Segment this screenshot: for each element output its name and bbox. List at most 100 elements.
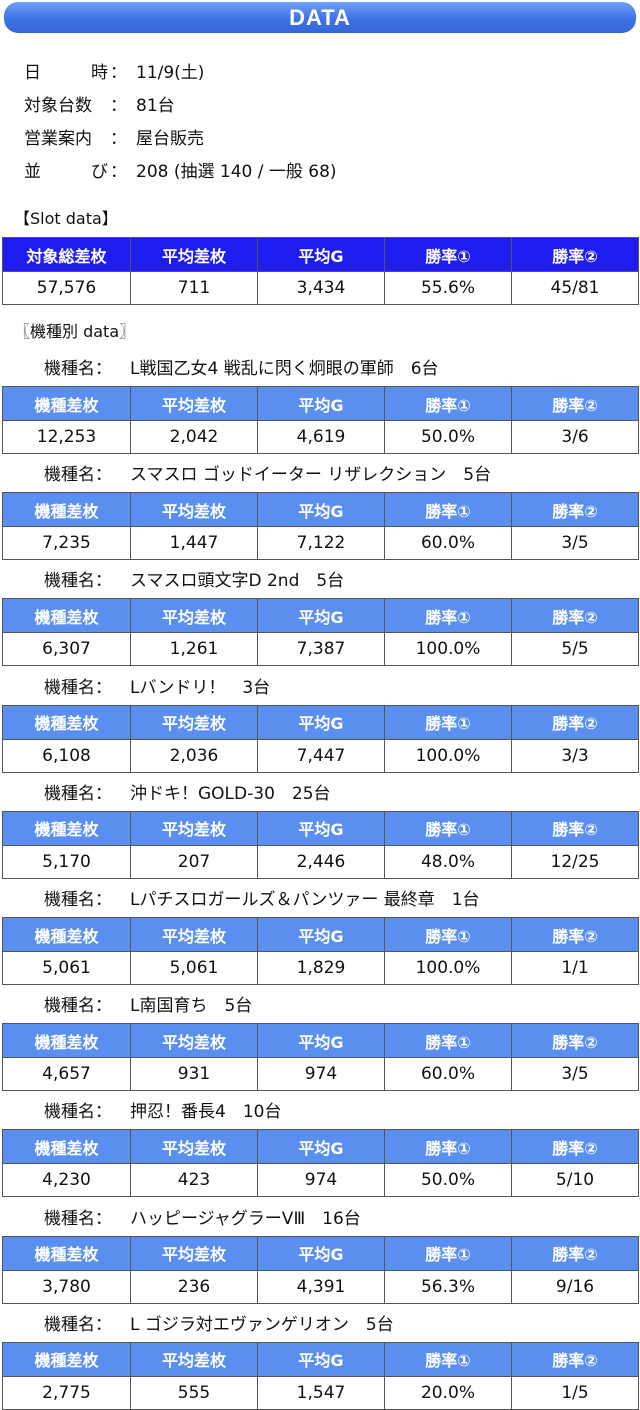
column-header: 平均G bbox=[257, 492, 385, 528]
table-cell: 48.0% bbox=[384, 844, 512, 879]
table-cell: 1/1 bbox=[511, 951, 639, 985]
column-header: 平均差枚 bbox=[130, 1235, 258, 1271]
column-header: 勝率② bbox=[511, 598, 639, 634]
column-header: 平均G bbox=[257, 237, 385, 272]
model-name-value: L南国育ち 5台 bbox=[130, 996, 253, 1017]
column-header: 平均G bbox=[257, 1341, 385, 1377]
table-row: 6,307 1,261 7,387 100.0% 5/5 bbox=[2, 632, 639, 667]
table-cell: 100.0% bbox=[384, 951, 512, 985]
model-name-label: 機種名： bbox=[44, 1208, 112, 1229]
table-row: 5,170 207 2,446 48.0% 12/25 bbox=[2, 844, 639, 879]
column-header: 平均差枚 bbox=[130, 704, 258, 740]
model-name-label: 機種名： bbox=[44, 359, 112, 379]
model-name-value: スマスロ ゴッドイーター リザレクション 5台 bbox=[130, 465, 492, 486]
column-header: 平均G bbox=[257, 1023, 385, 1059]
table-row: 57,576 711 3,434 55.6% 45/81 bbox=[2, 271, 639, 305]
model-name: 機種名： Lバンドリ！ 3台 bbox=[44, 673, 270, 698]
info-value: 208 (抽選 140 / 一般 68) bbox=[136, 162, 337, 182]
table-cell: 4,619 bbox=[257, 420, 385, 454]
table-cell: 1,447 bbox=[130, 526, 258, 561]
column-header: 機種差枚 bbox=[2, 917, 131, 952]
info-label-part: 並 bbox=[24, 162, 41, 182]
column-header: 平均差枚 bbox=[130, 1023, 258, 1059]
column-header: 機種差枚 bbox=[2, 810, 131, 846]
model-name-value: 沖ドキ！GOLD-30 25台 bbox=[130, 783, 331, 804]
info-label: 営業案内 bbox=[24, 124, 108, 149]
info-colon: ： bbox=[110, 63, 127, 83]
table-cell: 423 bbox=[130, 1163, 258, 1198]
table-cell: 236 bbox=[130, 1269, 258, 1304]
model-name-value: Lパチスロガールズ＆パンツァー 最終章 1台 bbox=[130, 890, 480, 910]
table-cell: 5,061 bbox=[2, 951, 131, 985]
column-header: 平均差枚 bbox=[130, 1341, 258, 1377]
table-row: 12,253 2,042 4,619 50.0% 3/6 bbox=[2, 420, 639, 454]
model-name-label: 機種名： bbox=[44, 571, 112, 592]
table-header-row: 機種差枚 平均差枚 平均G 勝率① 勝率② bbox=[2, 492, 639, 528]
table-cell: 2,036 bbox=[130, 738, 258, 773]
column-header: 勝率① bbox=[384, 492, 512, 528]
table-cell: 207 bbox=[130, 844, 258, 879]
table-cell: 60.0% bbox=[384, 526, 512, 561]
table-header-row: 対象総差枚 平均差枚 平均G 勝率① 勝率② bbox=[2, 237, 639, 272]
table-header-row: 機種差枚 平均差枚 平均G 勝率① 勝率② bbox=[2, 386, 639, 421]
model-name: 機種名： L南国育ち 5台 bbox=[44, 991, 252, 1016]
model-data-table: 機種差枚 平均差枚 平均G 勝率① 勝率② 7,235 1,447 7,122 60.0% 3/5 bbox=[2, 492, 639, 561]
table-cell: 55.6% bbox=[384, 271, 512, 305]
column-header: 勝率① bbox=[384, 810, 512, 846]
slot-data-title: 【Slot data】 bbox=[14, 209, 118, 228]
column-header: 平均差枚 bbox=[130, 917, 258, 952]
column-header: 平均G bbox=[257, 598, 385, 634]
model-data-table: 機種差枚 平均差枚 平均G 勝率① 勝率② 6,307 1,261 7,387 100.0% 5/… bbox=[2, 598, 639, 667]
table-cell: 4,391 bbox=[257, 1269, 385, 1304]
column-header: 勝率② bbox=[511, 704, 639, 740]
column-header: 勝率① bbox=[384, 1341, 512, 1377]
table-cell: 50.0% bbox=[384, 420, 512, 454]
table-cell: 555 bbox=[130, 1375, 258, 1410]
table-cell: 6,108 bbox=[2, 738, 131, 773]
table-cell: 3,434 bbox=[257, 271, 385, 305]
table-cell: 7,387 bbox=[257, 632, 385, 667]
table-cell: 56.3% bbox=[384, 1269, 512, 1304]
table-cell: 974 bbox=[257, 1057, 385, 1092]
info-colon: ： bbox=[110, 96, 127, 116]
column-header: 勝率① bbox=[384, 386, 512, 421]
model-data-table: 機種差枚 平均差枚 平均G 勝率① 勝率② 4,230 423 974 50.0% 5/10 bbox=[2, 1129, 639, 1198]
column-header: 勝率② bbox=[511, 917, 639, 952]
model-name-value: L ゴジラ対エヴァンゲリオン 5台 bbox=[130, 1314, 394, 1335]
table-header-row: 機種差枚 平均差枚 平均G 勝率① 勝率② bbox=[2, 598, 639, 634]
table-cell: 50.0% bbox=[384, 1163, 512, 1198]
table-cell: 7,447 bbox=[257, 738, 385, 773]
table-cell: 6,307 bbox=[2, 632, 131, 667]
column-header: 機種差枚 bbox=[2, 1235, 131, 1271]
table-cell: 3/5 bbox=[511, 526, 639, 561]
column-header: 平均G bbox=[257, 917, 385, 952]
table-cell: 9/16 bbox=[511, 1269, 639, 1304]
table-cell: 5/10 bbox=[511, 1163, 639, 1198]
table-cell: 2,446 bbox=[257, 844, 385, 879]
table-cell: 100.0% bbox=[384, 632, 512, 667]
table-cell: 2,775 bbox=[2, 1375, 131, 1410]
info-row: 並び： 208 (抽選 140 / 一般 68) bbox=[24, 153, 337, 186]
info-label-part: 日 bbox=[24, 63, 41, 83]
model-name: 機種名： Lパチスロガールズ＆パンツァー 最終章 1台 bbox=[44, 885, 480, 910]
table-cell: 7,235 bbox=[2, 526, 131, 561]
column-header: 平均G bbox=[257, 1235, 385, 1271]
info-label-part: 時 bbox=[91, 63, 108, 83]
column-header: 機種差枚 bbox=[2, 598, 131, 634]
column-header: 平均G bbox=[257, 810, 385, 846]
model-data-title: 〖機種別 data〗 bbox=[14, 322, 136, 341]
model-name-label: 機種名： bbox=[44, 783, 112, 804]
model-data-table: 機種差枚 平均差枚 平均G 勝率① 勝率② 3,780 236 4,391 56.3% 9/16 bbox=[2, 1235, 639, 1304]
table-header-row: 機種差枚 平均差枚 平均G 勝率① 勝率② bbox=[2, 1129, 639, 1165]
table-cell: 4,657 bbox=[2, 1057, 131, 1092]
column-header: 機種差枚 bbox=[2, 1341, 131, 1377]
column-header: 機種差枚 bbox=[2, 1023, 131, 1059]
column-header: 平均G bbox=[257, 386, 385, 421]
column-header: 勝率② bbox=[511, 810, 639, 846]
info-row: 営業案内 ： 屋台販売 bbox=[24, 120, 337, 153]
table-header-row: 機種差枚 平均差枚 平均G 勝率① 勝率② bbox=[2, 704, 639, 740]
table-cell: 1/5 bbox=[511, 1375, 639, 1410]
column-header: 勝率② bbox=[511, 386, 639, 421]
table-cell: 3/6 bbox=[511, 420, 639, 454]
table-cell: 3/3 bbox=[511, 738, 639, 773]
